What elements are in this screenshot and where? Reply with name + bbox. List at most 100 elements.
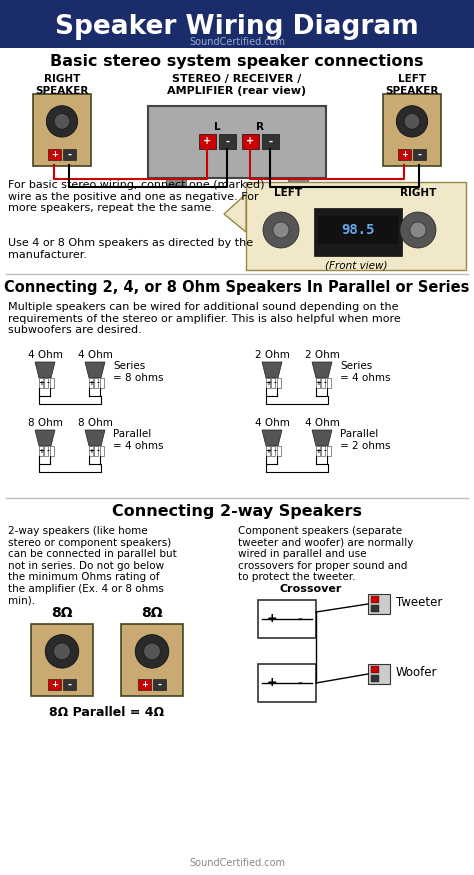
Bar (89, 446, 93, 456)
Bar (199, 134, 216, 149)
Bar (63, 679, 76, 690)
Circle shape (54, 114, 70, 130)
Circle shape (273, 222, 289, 238)
Bar (48, 149, 61, 160)
Polygon shape (85, 430, 105, 446)
Bar (272, 446, 275, 456)
Bar (31, 624, 93, 696)
Text: R: R (256, 122, 264, 132)
Text: +: + (51, 150, 58, 159)
Bar (121, 624, 183, 696)
Text: LEFT: LEFT (274, 188, 302, 198)
Text: 2 Ohm: 2 Ohm (255, 350, 290, 360)
Bar (138, 679, 151, 690)
Polygon shape (35, 430, 55, 446)
Bar (148, 106, 326, 178)
Text: -: - (46, 448, 49, 454)
Text: -: - (225, 136, 229, 146)
Text: Tweeter: Tweeter (396, 596, 442, 608)
Polygon shape (312, 430, 332, 446)
Text: -: - (298, 612, 302, 626)
Circle shape (135, 634, 169, 668)
Text: 98.5: 98.5 (341, 223, 375, 237)
Bar (50, 378, 54, 388)
Text: Speaker Wiring Diagram: Speaker Wiring Diagram (55, 14, 419, 40)
Text: Parallel
= 4 ohms: Parallel = 4 ohms (113, 430, 164, 451)
Bar (413, 149, 426, 160)
Text: LEFT
SPEAKER: LEFT SPEAKER (385, 74, 439, 95)
Bar (258, 600, 316, 638)
Bar (321, 378, 326, 388)
Circle shape (396, 106, 428, 137)
Bar (89, 378, 93, 388)
Text: +: + (267, 676, 277, 690)
Circle shape (45, 634, 79, 668)
Bar (100, 378, 104, 388)
Text: -: - (273, 448, 276, 454)
Text: +: + (141, 680, 148, 689)
Text: -: - (67, 150, 72, 159)
Text: (Front view): (Front view) (325, 260, 387, 270)
Bar (368, 664, 390, 684)
Polygon shape (35, 362, 55, 378)
Text: 2 Ohm: 2 Ohm (305, 350, 339, 360)
Bar (277, 446, 281, 456)
Text: 4 Ohm: 4 Ohm (305, 418, 339, 428)
Text: -: - (324, 380, 327, 386)
Text: 4 Ohm: 4 Ohm (27, 350, 63, 360)
Bar (39, 378, 43, 388)
Polygon shape (85, 362, 105, 378)
Circle shape (54, 643, 70, 660)
Text: -: - (418, 150, 421, 159)
Text: Crossover: Crossover (280, 584, 342, 594)
Text: Connecting 2-way Speakers: Connecting 2-way Speakers (112, 504, 362, 519)
Text: Connecting 2, 4, or 8 Ohm Speakers In Parallel or Series: Connecting 2, 4, or 8 Ohm Speakers In Pa… (4, 280, 470, 295)
Text: +: + (265, 448, 271, 454)
Text: -: - (324, 448, 327, 454)
Bar (258, 664, 316, 702)
Bar (153, 679, 166, 690)
Text: 2-way speakers (like home
stereo or component speakers)
can be connected in para: 2-way speakers (like home stereo or comp… (8, 526, 177, 606)
Bar (94, 446, 99, 456)
Text: -: - (97, 380, 100, 386)
Text: -: - (157, 680, 162, 690)
Circle shape (46, 106, 78, 137)
Bar (318, 216, 398, 244)
Text: Component speakers (separate
tweeter and woofer) are normally
wired in parallel : Component speakers (separate tweeter and… (238, 526, 413, 583)
Bar (45, 378, 48, 388)
Bar (371, 666, 379, 673)
Text: Series
= 8 ohms: Series = 8 ohms (113, 361, 164, 382)
Bar (242, 134, 259, 149)
Text: For basic stereo wiring, connect one (marked)
wire as the positive and one as ne: For basic stereo wiring, connect one (ma… (8, 180, 264, 214)
Text: -: - (268, 136, 273, 146)
Text: Use 4 or 8 Ohm speakers as directed by the
manufacturer.: Use 4 or 8 Ohm speakers as directed by t… (8, 238, 253, 260)
Text: 4 Ohm: 4 Ohm (78, 350, 112, 360)
Text: +: + (51, 680, 58, 689)
Text: L: L (214, 122, 221, 132)
Polygon shape (262, 430, 282, 446)
Text: +: + (203, 136, 211, 146)
Bar (63, 149, 76, 160)
Text: -: - (273, 380, 276, 386)
Text: +: + (88, 448, 94, 454)
Text: Woofer: Woofer (396, 666, 438, 678)
Text: Parallel
= 2 ohms: Parallel = 2 ohms (340, 430, 391, 451)
Polygon shape (262, 362, 282, 378)
Text: RIGHT: RIGHT (400, 188, 436, 198)
Text: SoundCertified.com: SoundCertified.com (189, 37, 285, 47)
Bar (0, 0, 474, 48)
Text: Basic stereo system speaker connections: Basic stereo system speaker connections (50, 54, 424, 69)
Circle shape (404, 114, 420, 130)
Text: +: + (88, 380, 94, 386)
Text: +: + (315, 380, 321, 386)
Text: 8 Ohm: 8 Ohm (27, 418, 63, 428)
Bar (272, 378, 275, 388)
Bar (368, 594, 390, 614)
Text: +: + (267, 612, 277, 626)
Bar (316, 378, 320, 388)
Circle shape (410, 222, 426, 238)
Bar (48, 679, 61, 690)
Circle shape (263, 212, 299, 248)
Bar (371, 605, 379, 612)
Bar (33, 94, 91, 166)
